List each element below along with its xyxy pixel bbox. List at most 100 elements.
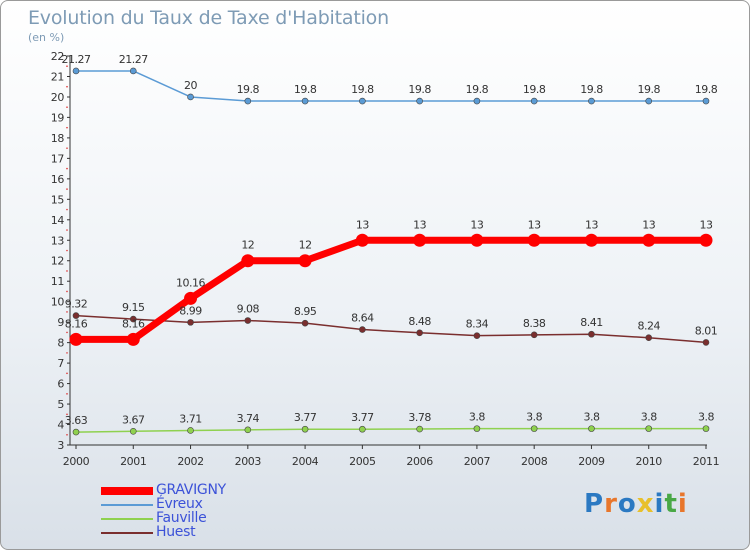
x-tick-label: 2009 — [578, 455, 605, 468]
logo-letter: r — [604, 489, 618, 519]
data-label-gravigny: 13 — [642, 218, 655, 231]
data-point-gravigny — [355, 233, 369, 247]
data-point-gravigny — [298, 254, 312, 268]
data-label-huest: 8.64 — [351, 312, 374, 325]
proxiti-logo: Proxiti — [584, 489, 688, 519]
y-tick-label: 22 — [51, 50, 64, 63]
y-tick-label: 17 — [51, 152, 65, 165]
logo-letter: i — [654, 489, 665, 519]
y-minor-tick — [66, 331, 68, 334]
data-label-gravigny: 8.16 — [65, 317, 88, 330]
y-minor-tick — [66, 413, 68, 416]
y-minor-tick — [66, 188, 68, 190]
y-minor-tick — [66, 290, 68, 293]
data-label-gravigny: 13 — [413, 218, 426, 231]
y-minor-tick — [66, 249, 68, 252]
data-label-vreux: 19.8 — [580, 83, 603, 96]
data-point-vreux — [702, 97, 710, 105]
data-point-huest — [359, 326, 366, 333]
data-point-gravigny — [126, 332, 140, 346]
data-point-huest — [187, 319, 194, 326]
data-point-fauville — [129, 427, 137, 435]
y-tick-label: 21 — [51, 70, 64, 83]
data-label-huest: 9.08 — [237, 303, 260, 316]
y-tick-label: 11 — [51, 275, 64, 288]
y-tick-label: 9 — [57, 316, 64, 329]
data-label-fauville: 3.78 — [408, 411, 431, 424]
data-point-gravigny — [470, 233, 484, 247]
data-point-gravigny — [241, 254, 255, 268]
x-tick-label: 2011 — [693, 455, 719, 468]
data-label-huest: 8.99 — [179, 304, 202, 317]
data-label-fauville: 3.74 — [237, 412, 260, 425]
legend-item-huest: Huest — [101, 524, 301, 540]
data-label-fauville: 3.8 — [698, 411, 714, 424]
y-tick-label: 19 — [51, 111, 65, 124]
series-line-fauville — [75, 427, 707, 433]
data-point-gravigny — [699, 233, 713, 247]
y-minor-tick — [66, 433, 68, 436]
x-tick-label: 2010 — [636, 455, 663, 468]
data-point-fauville — [359, 425, 366, 433]
data-point-vreux — [129, 67, 137, 75]
legend-swatch-fauville — [101, 518, 153, 520]
data-point-fauville — [187, 427, 194, 434]
data-point-huest — [72, 312, 80, 319]
data-label-vreux: 19.8 — [351, 83, 374, 96]
data-point-huest — [588, 330, 595, 338]
data-point-gravigny — [413, 233, 427, 247]
legend-swatch-huest — [101, 532, 153, 534]
data-point-fauville — [473, 425, 481, 432]
data-point-gravigny — [584, 233, 598, 247]
data-point-huest — [129, 315, 137, 323]
legend-item-gravigny: GRAVIGNY — [101, 482, 301, 498]
data-point-fauville — [72, 428, 80, 436]
legend: GRAVIGNY Évreux Fauville Huest — [101, 482, 301, 540]
data-point-gravigny — [69, 332, 83, 346]
logo-letter: x — [636, 489, 655, 519]
data-label-huest: 8.24 — [637, 320, 660, 333]
x-tick-label: 2006 — [406, 455, 433, 468]
data-label-huest: 9.15 — [122, 301, 145, 314]
y-tick-label: 15 — [51, 193, 65, 206]
data-label-gravigny: 13 — [356, 218, 369, 231]
data-label-vreux: 19.8 — [294, 83, 317, 96]
y-minor-tick — [66, 311, 68, 313]
logo-letter: o — [617, 489, 637, 519]
legend-label-gravigny: GRAVIGNY — [156, 482, 226, 498]
y-tick-label: 20 — [51, 91, 65, 104]
y-minor-tick — [66, 229, 68, 231]
y-minor-tick — [66, 106, 68, 108]
chart-subtitle: (en %) — [28, 31, 65, 44]
y-tick-label: 6 — [57, 378, 64, 391]
data-point-fauville — [416, 425, 423, 433]
chart-title: Evolution du Taux de Taxe d'Habitation — [28, 7, 389, 29]
data-point-huest — [244, 317, 252, 324]
x-tick-label: 2005 — [349, 455, 376, 468]
legend-label-evreux: Évreux — [156, 496, 203, 512]
data-label-vreux: 21.27 — [119, 53, 148, 66]
data-label-gravigny: 10.16 — [176, 276, 205, 289]
y-minor-tick — [66, 85, 68, 88]
data-point-fauville — [702, 425, 710, 432]
y-minor-tick — [66, 147, 68, 149]
series-line-gravigny — [72, 236, 710, 343]
data-point-vreux — [416, 97, 423, 105]
data-label-huest: 8.41 — [580, 316, 603, 329]
x-tick-label: 2003 — [235, 455, 262, 468]
y-minor-tick — [66, 270, 68, 272]
data-label-huest: 8.34 — [466, 318, 489, 331]
data-point-gravigny — [184, 291, 198, 305]
data-point-fauville — [301, 425, 309, 433]
legend-label-fauville: Fauville — [156, 510, 207, 526]
data-label-huest: 8.38 — [523, 317, 546, 330]
data-point-vreux — [72, 67, 80, 75]
data-label-vreux: 20 — [184, 79, 197, 92]
data-point-gravigny — [527, 233, 541, 247]
data-label-vreux: 19.8 — [637, 83, 660, 96]
y-tick-label: 14 — [51, 214, 65, 227]
data-label-gravigny: 13 — [528, 218, 541, 231]
data-label-gravigny: 12 — [299, 239, 312, 252]
data-label-fauville: 3.8 — [469, 411, 485, 424]
y-minor-tick — [66, 65, 68, 68]
